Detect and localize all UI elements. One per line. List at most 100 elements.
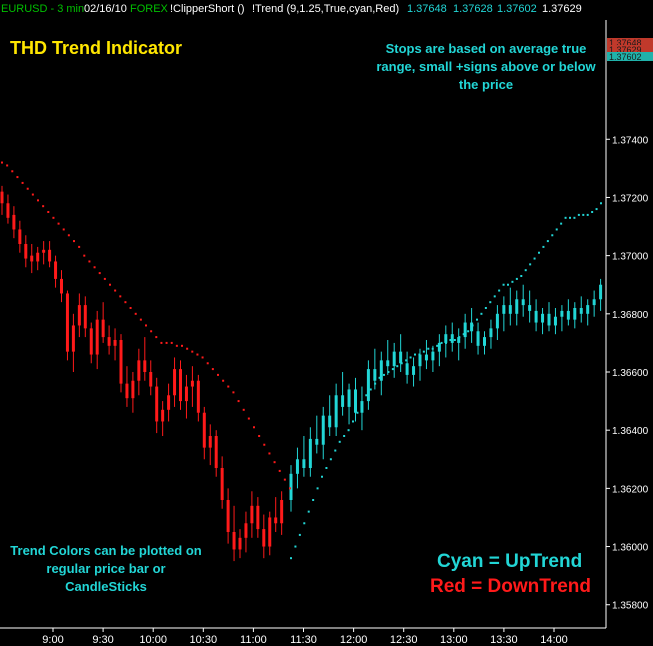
stop-markers xyxy=(1,161,602,560)
candle-body xyxy=(508,305,512,314)
candle-body xyxy=(77,305,81,326)
downtrend-stop xyxy=(227,385,230,388)
downtrend-stop xyxy=(263,443,266,446)
uptrend-stop xyxy=(396,365,399,368)
candle-body xyxy=(515,299,519,314)
candle-body xyxy=(534,310,538,323)
downtrend-stop xyxy=(242,408,245,411)
candle-body xyxy=(113,340,117,346)
uptrend-stop xyxy=(378,376,381,379)
candle-body xyxy=(131,380,135,399)
downtrend-stop xyxy=(170,341,173,344)
price-tag-box xyxy=(607,45,653,54)
candle-body xyxy=(214,436,218,468)
downtrend-stop xyxy=(181,344,183,347)
uptrend-stop xyxy=(480,312,483,315)
candle-body xyxy=(457,337,461,343)
downtrend-stop xyxy=(145,324,147,327)
chart-header: EURUSD - 3 min 02/16/10 FOREX !ClipperSh… xyxy=(0,0,653,18)
downtrend-stop xyxy=(175,344,178,347)
candle-body xyxy=(334,395,338,428)
downtrend-stop xyxy=(196,353,199,356)
downtrend-stop xyxy=(222,379,225,382)
downtrend-stop xyxy=(247,417,250,420)
downtrend-stop xyxy=(160,341,163,344)
candle-body xyxy=(119,340,123,384)
x-tick-label: 11:30 xyxy=(290,634,317,646)
candle-body xyxy=(424,354,428,361)
downtrend-stop xyxy=(134,312,137,315)
uptrend-stop xyxy=(360,403,363,405)
candle-body xyxy=(489,328,493,338)
downtrend-stop xyxy=(119,295,122,298)
price-tag-label: 1.37648 xyxy=(609,38,642,48)
uptrend-stop xyxy=(436,344,439,347)
candle-body xyxy=(184,386,188,402)
candle-body xyxy=(528,305,532,311)
candle-body xyxy=(274,517,278,524)
x-tick-label: 13:00 xyxy=(440,634,468,646)
downtrend-stop xyxy=(16,176,19,179)
price-tag-label: 1.37602 xyxy=(609,52,642,62)
candle-body xyxy=(573,308,577,320)
candle-body xyxy=(30,255,34,262)
uptrend-stop xyxy=(334,449,337,452)
uptrend-stop xyxy=(476,318,478,321)
uptrend-stop xyxy=(343,435,346,437)
x-tick-label: 14:00 xyxy=(540,634,568,646)
legend-uptrend: Cyan = UpTrend xyxy=(437,551,583,572)
uptrend-stop xyxy=(520,275,523,277)
uptrend-stop xyxy=(338,440,341,443)
downtrend-stop xyxy=(258,435,261,437)
candle-body xyxy=(308,438,312,468)
uptrend-stop xyxy=(489,301,492,304)
uptrend-stop xyxy=(303,522,306,525)
candle-body xyxy=(244,523,248,538)
uptrend-stop xyxy=(409,356,412,359)
downtrend-stop xyxy=(26,187,29,190)
uptrend-stop xyxy=(573,216,576,219)
candle-body xyxy=(302,459,306,468)
downtrend-stop xyxy=(37,199,39,202)
candle-body xyxy=(125,383,129,399)
candle-body xyxy=(431,351,435,361)
downtrend-stop xyxy=(211,368,214,371)
candle-body xyxy=(579,308,583,314)
downtrend-stop xyxy=(103,277,106,280)
candle-body xyxy=(48,249,52,262)
x-tick-label: 10:30 xyxy=(190,634,218,646)
uptrend-stop xyxy=(387,371,390,373)
candle-body xyxy=(190,380,194,387)
uptrend-stop xyxy=(555,228,558,231)
uptrend-stop xyxy=(577,213,580,216)
y-tick-label: 1.36600 xyxy=(612,368,649,379)
downtrend-stop xyxy=(98,272,101,275)
uptrend-stop xyxy=(383,373,385,376)
candle-body xyxy=(220,468,224,500)
downtrend-stop xyxy=(62,228,65,231)
candle-body xyxy=(541,313,545,323)
price-tag-box xyxy=(607,52,653,61)
candle-body xyxy=(560,310,564,317)
quote-close: 1.37629 xyxy=(542,3,582,15)
downtrend-stop xyxy=(21,181,24,184)
candle-body xyxy=(341,395,345,407)
uptrend-stop xyxy=(546,240,549,243)
candle-body xyxy=(463,322,467,338)
candle-body xyxy=(226,500,230,532)
uptrend-stop xyxy=(582,213,585,216)
downtrend-stop xyxy=(93,266,96,269)
downtrend-stop xyxy=(83,254,86,257)
axes: 1.37400 1.37200 1.37000 1.36800 1.36600 1.364… xyxy=(0,20,649,646)
candle-body xyxy=(347,389,351,407)
colors-note: Trend Colors can be plotted on regular p… xyxy=(10,543,202,594)
downtrend-stop xyxy=(186,347,189,350)
uptrend-stop xyxy=(467,330,470,333)
uptrend-stop xyxy=(538,251,540,254)
candle-body xyxy=(179,369,182,402)
downtrend-stop xyxy=(78,245,81,248)
candle-body xyxy=(101,319,105,338)
uptrend-stop xyxy=(449,339,452,341)
x-tick-label: 11:00 xyxy=(240,634,267,646)
